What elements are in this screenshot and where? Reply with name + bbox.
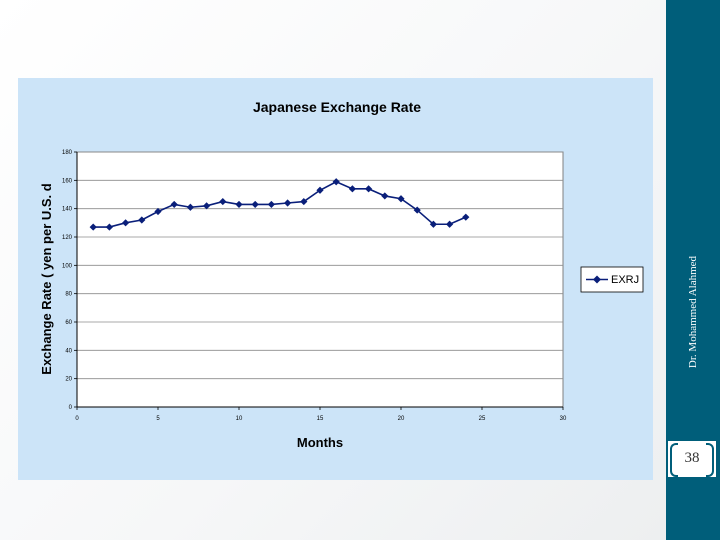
data-point: [300, 197, 308, 206]
data-point: [348, 185, 356, 193]
y-tick-label: 120: [62, 235, 73, 241]
left-bracket-icon: [670, 443, 678, 477]
series-exrj: [89, 178, 470, 231]
data-point: [381, 192, 389, 200]
y-tick-label: 160: [62, 178, 73, 184]
y-tick-label: 80: [65, 292, 72, 298]
x-tick-label: 25: [479, 416, 486, 422]
right-bracket-icon: [706, 443, 714, 477]
data-point: [284, 199, 292, 207]
data-point: [138, 216, 146, 224]
gridlines: [77, 151, 563, 380]
data-point: [105, 223, 113, 231]
data-point: [219, 197, 227, 206]
chart-panel: Japanese Exchange Rate 0 20 40 60 80 100 120 14…: [18, 78, 653, 480]
chart-title: Japanese Exchange Rate: [253, 99, 421, 115]
data-point: [397, 195, 405, 203]
data-point: [446, 220, 454, 228]
data-point: [235, 200, 243, 209]
data-point: [316, 186, 324, 194]
y-tick-label: 40: [65, 348, 72, 354]
series-line: [93, 180, 467, 228]
x-tick-label: 10: [236, 416, 243, 422]
data-point: [186, 203, 194, 211]
legend: EXRJ: [580, 266, 644, 293]
y-tick-label: 180: [62, 150, 73, 156]
data-point: [89, 223, 97, 231]
x-tick-label: 15: [317, 416, 324, 422]
data-point: [203, 202, 211, 210]
data-point: [413, 206, 421, 214]
legend-marker: [593, 275, 601, 284]
y-tick-label: 100: [62, 263, 73, 269]
data-point: [332, 178, 340, 186]
x-tick-label: 5: [156, 416, 160, 422]
x-axis-label: Months: [297, 435, 343, 450]
chart: Japanese Exchange Rate 02040608010012014…: [39, 99, 644, 450]
x-tick-label: 30: [560, 416, 567, 422]
data-point: [154, 207, 162, 216]
legend-label: EXRJ: [611, 274, 639, 286]
data-point: [429, 220, 437, 228]
author-label: Dr. Mohammed Alahmed: [687, 255, 699, 369]
page-number: 38: [684, 450, 700, 466]
x-axis-ticks: 0 5 10 15 20 25 30: [75, 407, 567, 422]
data-point: [462, 213, 470, 221]
plot-area: [76, 151, 564, 408]
page-number-box: 38: [668, 441, 716, 477]
y-axis-label: Exchange Rate ( yen per U.S. d: [39, 183, 54, 375]
y-tick-label: 140: [62, 207, 73, 213]
data-point: [170, 200, 178, 209]
data-point: [365, 185, 373, 193]
x-tick-label: 20: [398, 416, 405, 422]
y-tick-label: 20: [65, 377, 72, 383]
data-point: [122, 219, 130, 227]
data-point: [251, 200, 259, 209]
y-axis-ticks: 0 20 40 60 80 100 120 140 160 180: [62, 150, 77, 411]
x-tick-label: 0: [75, 416, 79, 422]
y-tick-label: 0: [69, 405, 73, 411]
y-tick-label: 60: [65, 320, 72, 326]
